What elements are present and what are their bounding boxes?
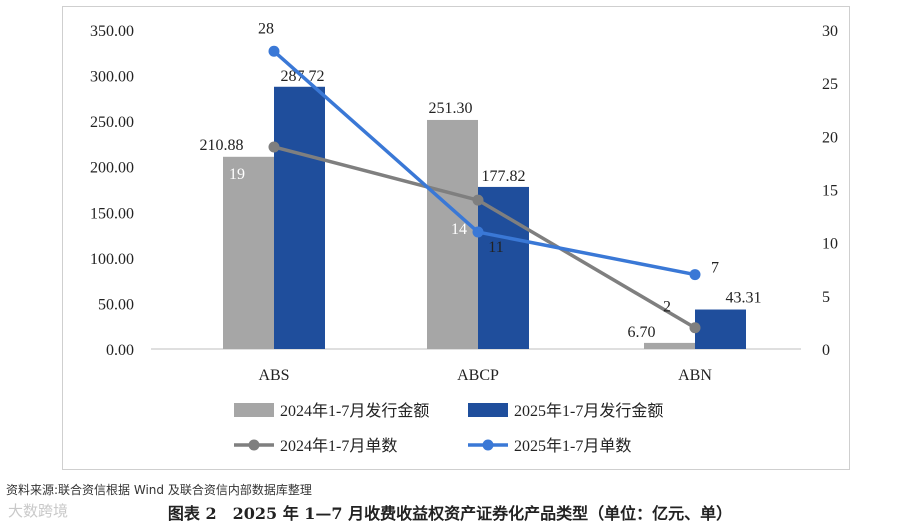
bar-2024-value-label: 251.30	[429, 100, 473, 117]
line-2025-value-label: 11	[488, 239, 503, 256]
chart-frame: 0.00 50.00 100.00 150.00 200.00 250.00 300.00 3…	[62, 6, 850, 470]
marker-2024-count	[472, 194, 484, 206]
bar-2025-value-label: 43.31	[726, 290, 762, 307]
left-axis-tick-label: 50.00	[98, 296, 134, 313]
legend-2024-count-marker	[248, 439, 260, 451]
x-axis-category-label: ABCP	[457, 367, 499, 384]
bar-2024-value-label: 210.88	[200, 137, 244, 154]
left-axis-tick-label: 250.00	[90, 114, 134, 131]
line-2024-value-label: 2	[663, 299, 671, 316]
left-axis-tick-label: 350.00	[90, 23, 134, 40]
right-axis-tick-label: 25	[822, 76, 838, 93]
watermark-text: 大数跨境	[8, 502, 69, 520]
marker-2024-count	[268, 141, 280, 153]
figure-caption: 图表 2 2025 年 1—7 月收费收益权资产证券化产品类型（单位：亿元、单）	[167, 504, 733, 523]
bar-2025-amount	[695, 309, 746, 349]
line-2025-value-label: 28	[258, 20, 274, 37]
legend-2025-amount-label: 2025年1-7月发行金额	[514, 402, 663, 420]
bar-2025-amount	[274, 86, 325, 350]
legend-2024-amount-swatch	[234, 403, 274, 417]
legend-2024-count-label: 2024年1-7月单数	[280, 437, 397, 455]
marker-2025-count	[268, 45, 280, 57]
right-axis-tick-label: 30	[822, 23, 838, 40]
x-axis-category-label: ABS	[258, 367, 289, 384]
line-2024-value-label: 14	[451, 221, 467, 238]
marker-2025-count	[689, 269, 701, 281]
right-axis-tick-label: 15	[822, 183, 838, 200]
legend-2025-count-marker	[482, 439, 494, 451]
bar-2024-amount	[223, 156, 274, 349]
line-2025-value-label: 7	[711, 260, 719, 277]
left-axis-tick-label: 0.00	[106, 342, 134, 359]
left-axis-tick-label: 100.00	[90, 251, 134, 268]
x-axis-category-label: ABN	[678, 367, 712, 384]
left-axis-tick-label: 300.00	[90, 69, 134, 86]
right-axis-tick-label: 5	[822, 289, 830, 306]
source-note: 资料来源:联合资信根据 Wind 及联合资信内部数据库整理	[6, 483, 312, 497]
left-axis-tick-label: 200.00	[90, 160, 134, 177]
bar-2024-value-label: 6.70	[628, 324, 656, 341]
marker-2025-count	[472, 226, 484, 238]
legend-2024-amount-label: 2024年1-7月发行金额	[280, 402, 429, 420]
right-axis-tick-label: 20	[822, 129, 838, 146]
left-axis-tick-label: 150.00	[90, 205, 134, 222]
right-axis-tick-label: 10	[822, 236, 838, 253]
legend-2025-amount-swatch	[468, 403, 508, 417]
bar-2025-value-label: 177.82	[482, 168, 526, 185]
marker-2024-count	[689, 322, 701, 334]
bar-2024-amount	[644, 342, 695, 349]
legend-2025-count-label: 2025年1-7月单数	[514, 437, 631, 455]
bar-2024-amount	[427, 119, 478, 349]
line-2024-value-label: 19	[229, 166, 245, 183]
chart-canvas: 0.00 50.00 100.00 150.00 200.00 250.00 300.00 3…	[90, 20, 838, 455]
right-axis-tick-label: 0	[822, 342, 830, 359]
bar-2025-amount	[478, 186, 529, 349]
